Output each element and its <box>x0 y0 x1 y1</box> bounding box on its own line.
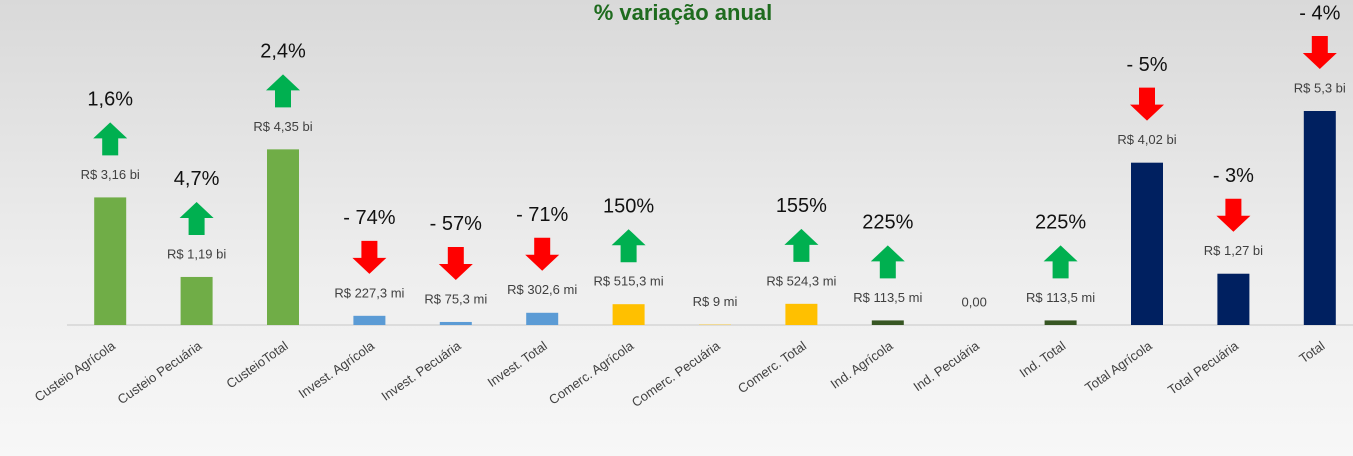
bar <box>1217 274 1249 325</box>
bar <box>440 322 472 325</box>
bar <box>94 197 126 325</box>
bar <box>1304 111 1336 325</box>
bar <box>785 304 817 325</box>
change-label: 225% <box>1035 212 1086 234</box>
change-label: - 5% <box>1126 54 1167 76</box>
value-label: 0,00 <box>962 294 987 309</box>
change-label: 4,7% <box>174 168 220 190</box>
value-label: R$ 113,5 mi <box>853 290 922 305</box>
change-label: 155% <box>776 195 827 217</box>
value-label: R$ 113,5 mi <box>1026 290 1095 305</box>
change-label: - 57% <box>430 213 482 235</box>
change-label: 2,4% <box>260 41 306 63</box>
change-label: - 74% <box>343 207 395 229</box>
value-label: R$ 4,02 bi <box>1117 132 1176 147</box>
bar <box>526 313 558 325</box>
value-label: R$ 1,27 bi <box>1204 243 1263 258</box>
bar <box>1131 163 1163 325</box>
change-label: 225% <box>862 212 913 234</box>
value-label: R$ 4,35 bi <box>253 119 312 134</box>
change-label: - 4% <box>1299 2 1340 24</box>
value-label: R$ 227,3 mi <box>334 285 404 300</box>
chart: % variação anual R$ 3,16 biCusteio Agríc… <box>0 0 1353 456</box>
bar <box>613 304 645 325</box>
value-label: R$ 1,19 bi <box>167 246 226 261</box>
bar <box>353 316 385 325</box>
change-label: 1,6% <box>87 89 133 111</box>
change-label: - 71% <box>516 204 568 226</box>
value-label: R$ 75,3 mi <box>424 291 487 306</box>
value-label: R$ 515,3 mi <box>594 274 664 289</box>
bar <box>1045 320 1077 325</box>
bar <box>872 320 904 325</box>
change-label: 150% <box>603 195 654 217</box>
value-label: R$ 9 mi <box>693 294 738 309</box>
bar <box>267 149 299 325</box>
value-label: R$ 524,3 mi <box>766 273 836 288</box>
value-label: R$ 302,6 mi <box>507 282 577 297</box>
chart-title: % variação anual <box>594 0 773 25</box>
change-label: - 3% <box>1213 165 1254 187</box>
bar <box>181 277 213 325</box>
value-label: R$ 3,16 bi <box>81 167 140 182</box>
value-label: R$ 5,3 bi <box>1294 80 1346 95</box>
